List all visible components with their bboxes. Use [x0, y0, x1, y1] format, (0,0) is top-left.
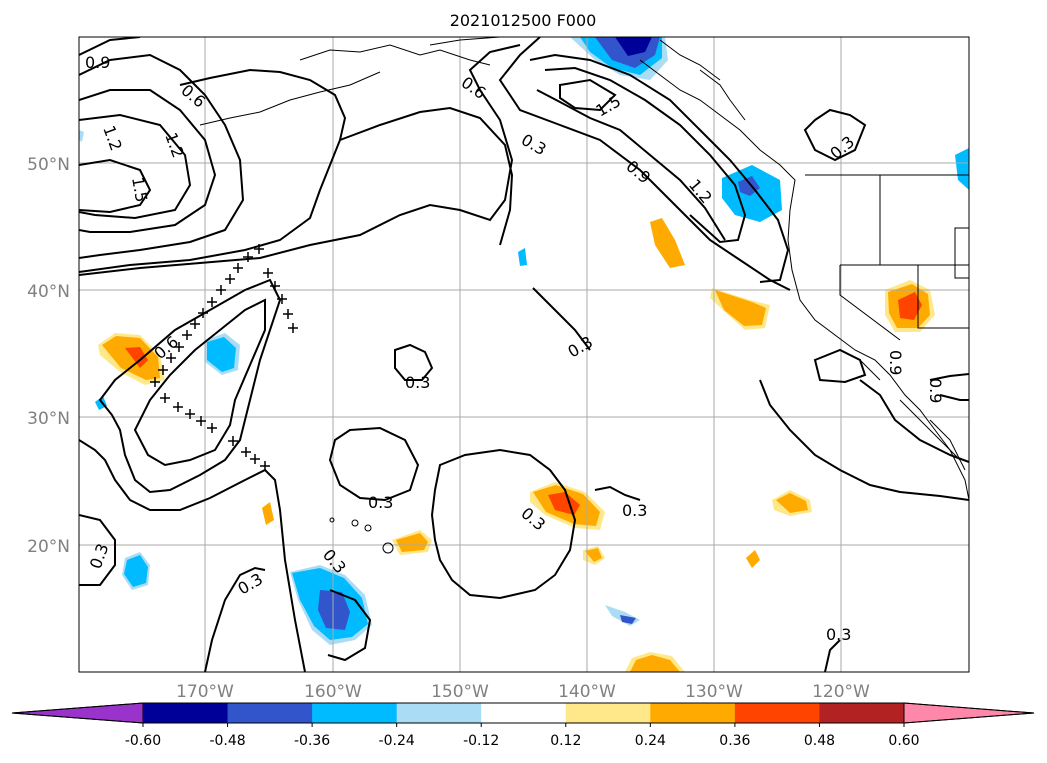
- coastlines: [199, 37, 969, 501]
- contour-label: 0.9: [926, 378, 945, 403]
- colorbar-segment: [227, 703, 313, 723]
- contour-label: 0.3: [622, 501, 647, 520]
- lon-label: 170°W: [176, 682, 234, 702]
- colorbar-segment: [312, 703, 398, 723]
- plot-area: 0.9 0.6 1.2 1.2 1.5 0.6 0.3 1.5 0.9 1.2 …: [79, 37, 969, 672]
- plot-frame: [78, 36, 970, 673]
- colorbar-tick-label: 0.60: [888, 733, 919, 749]
- colorbar-tick-label: 0.12: [550, 733, 581, 749]
- lon-label: 120°W: [812, 682, 870, 702]
- colorbar-segment: [819, 703, 905, 723]
- contour-label: 0.3: [405, 373, 430, 392]
- colorbar-segment: [481, 703, 567, 723]
- contour-label: 1.5: [128, 175, 151, 203]
- colorbar-segment: [734, 703, 820, 723]
- lat-label: 20°N: [27, 537, 70, 557]
- grid-lines: [79, 37, 969, 672]
- colorbar-tick-label: -0.36: [294, 733, 330, 749]
- contour-label: 0.9: [85, 53, 110, 72]
- colorbar-tick-label: -0.48: [209, 733, 245, 749]
- lon-label: 150°W: [431, 682, 489, 702]
- colorbar-segment: [396, 703, 482, 723]
- lat-label: 30°N: [27, 409, 70, 429]
- colorbar-segment: [650, 703, 736, 723]
- contour-lines: [79, 37, 969, 672]
- colorbar: -0.60 -0.48 -0.36 -0.24 -0.12 0.12 0.24 0.36 0.4…: [11, 702, 1035, 749]
- contour-label: 0.3: [368, 493, 393, 512]
- lat-label: 50°N: [27, 155, 70, 175]
- lon-label: 130°W: [685, 682, 743, 702]
- colorbar-tick-label: 0.48: [804, 733, 835, 749]
- colorbar-tick-label: -0.24: [379, 733, 415, 749]
- colorbar-tick-label: 0.24: [635, 733, 666, 749]
- hawaii-islands: [329, 517, 394, 554]
- low-center-markers: [150, 244, 298, 471]
- colorbar-tick-label: 0.36: [719, 733, 750, 749]
- colorbar-segment: [903, 702, 1035, 724]
- colorbar-segment: [565, 703, 651, 723]
- longitude-labels: 170°W 160°W 150°W 140°W 130°W 120°W: [176, 682, 870, 702]
- anomaly-shading: [79, 37, 969, 672]
- contour-label: 0.9: [886, 350, 905, 375]
- colorbar-segment: [143, 703, 229, 723]
- colorbar-segment: [11, 702, 144, 724]
- lon-label: 160°W: [304, 682, 362, 702]
- colorbar-tick-label: -0.60: [125, 733, 161, 749]
- colorbar-segments: [11, 702, 1035, 724]
- colorbar-tick-label: -0.12: [463, 733, 499, 749]
- lon-label: 140°W: [558, 682, 616, 702]
- contour-label: 0.3: [826, 625, 851, 644]
- lat-label: 40°N: [27, 282, 70, 302]
- latitude-labels: 50°N 40°N 30°N 20°N: [27, 155, 70, 557]
- colorbar-ticks: -0.60 -0.48 -0.36 -0.24 -0.12 0.12 0.24 0.36 0.4…: [125, 723, 920, 749]
- figure-title: 2021012500 F000: [450, 11, 597, 30]
